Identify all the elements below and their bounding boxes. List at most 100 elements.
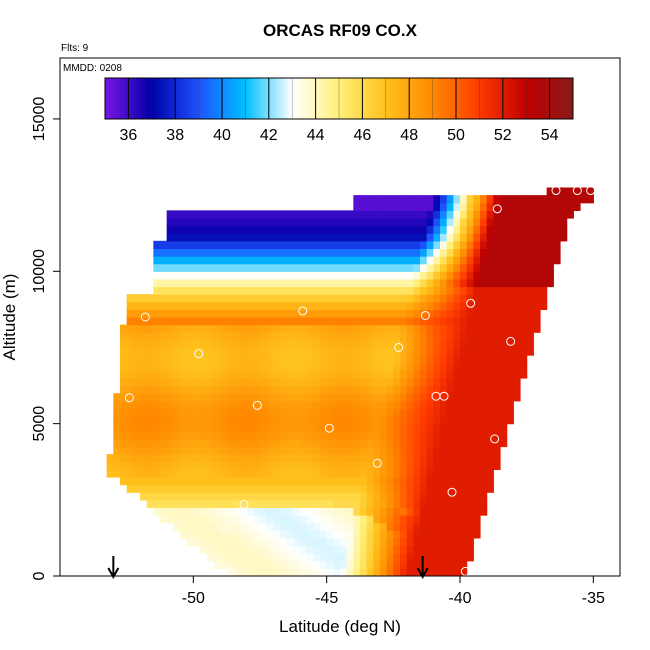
heatmap-cell <box>380 400 388 410</box>
heatmap-cell <box>206 385 214 394</box>
heatmap-cell <box>273 377 281 387</box>
heatmap-cell <box>373 545 381 554</box>
heatmap-cell <box>386 370 394 379</box>
heatmap-cell <box>173 385 181 394</box>
heatmap-cell <box>446 431 454 440</box>
heatmap-cell <box>206 446 214 455</box>
heatmap-cell <box>380 431 388 440</box>
heatmap-cell <box>306 545 314 554</box>
heatmap-cell <box>173 416 181 425</box>
heatmap-cell <box>226 515 234 524</box>
heatmap-cell <box>460 499 468 509</box>
heatmap-cell <box>300 560 308 569</box>
heatmap-cell <box>140 362 148 371</box>
heatmap-cell <box>520 256 528 265</box>
heatmap-cell <box>126 347 134 356</box>
colorbar-tick-label: 40 <box>213 127 231 144</box>
heatmap-cell <box>266 568 274 576</box>
heatmap-cell <box>366 507 374 516</box>
heatmap-cell <box>393 400 401 410</box>
heatmap-cell <box>153 370 161 379</box>
heatmap-cell <box>426 217 434 227</box>
heatmap-cell <box>140 446 148 455</box>
heatmap-cell <box>226 393 234 402</box>
heatmap-cell <box>400 370 408 379</box>
heatmap-cell <box>473 515 481 524</box>
heatmap-cell <box>480 202 488 211</box>
heatmap-cell <box>206 484 214 493</box>
heatmap-cell <box>260 256 268 265</box>
heatmap-cell <box>253 423 261 432</box>
observation-point <box>162 201 172 211</box>
heatmap-cell <box>426 248 434 257</box>
heatmap-cell <box>360 195 368 204</box>
heatmap-cell <box>386 530 394 539</box>
heatmap-cell <box>406 377 414 387</box>
heatmap-cell <box>340 438 348 448</box>
heatmap-cell <box>240 499 248 509</box>
heatmap-cell <box>353 278 361 288</box>
heatmap-cell <box>280 522 288 531</box>
heatmap-cell <box>473 484 481 493</box>
heatmap-cell <box>300 324 308 333</box>
heatmap-cell <box>233 278 241 288</box>
heatmap-cell <box>500 362 508 371</box>
heatmap-cell <box>326 278 334 288</box>
heatmap-cell <box>393 210 401 219</box>
heatmap-cell <box>326 210 334 219</box>
heatmap-cell <box>320 416 328 425</box>
heatmap-cell <box>273 278 281 288</box>
heatmap-cell <box>266 347 274 356</box>
heatmap-cell <box>406 332 414 341</box>
heatmap-cell <box>340 408 348 417</box>
heatmap-cell <box>440 355 448 364</box>
heatmap-cell <box>460 362 468 371</box>
heatmap-cell <box>526 301 534 310</box>
heatmap-cell <box>186 271 194 280</box>
heatmap-cell <box>360 332 368 341</box>
heatmap-cell <box>493 225 501 234</box>
heatmap-cell <box>286 317 294 326</box>
heatmap-cell <box>220 377 228 387</box>
heatmap-cell <box>380 568 388 576</box>
heatmap-cell <box>546 278 554 288</box>
heatmap-cell <box>286 370 294 379</box>
heatmap-cell <box>426 553 434 562</box>
heatmap-cell <box>146 446 154 455</box>
heatmap-cell <box>206 278 214 288</box>
heatmap-cell <box>360 233 368 242</box>
heatmap-cell <box>260 377 268 387</box>
heatmap-cell <box>513 377 521 387</box>
heatmap-cell <box>133 332 141 341</box>
heatmap-cell <box>433 256 441 265</box>
heatmap-cell <box>313 530 321 539</box>
heatmap-cell <box>113 400 121 410</box>
heatmap-cell <box>406 461 414 470</box>
heatmap-cell <box>320 362 328 371</box>
heatmap-cell <box>346 469 354 478</box>
heatmap-cell <box>480 377 488 387</box>
heatmap-cell <box>486 332 494 341</box>
heatmap-cell <box>166 484 174 493</box>
heatmap-cell <box>426 469 434 478</box>
heatmap-cell <box>306 377 314 387</box>
heatmap-cell <box>393 271 401 280</box>
heatmap-cell <box>380 355 388 364</box>
heatmap-cell <box>120 454 128 463</box>
heatmap-cell <box>246 492 254 501</box>
heatmap-cell <box>326 537 334 547</box>
heatmap-cell <box>426 240 434 250</box>
heatmap-cell <box>346 408 354 417</box>
heatmap-cell <box>300 522 308 531</box>
heatmap-cell <box>306 431 314 440</box>
heatmap-cell <box>253 271 261 280</box>
heatmap-cell <box>433 248 441 257</box>
heatmap-cell <box>166 393 174 402</box>
heatmap-cell <box>433 240 441 250</box>
heatmap-cell <box>213 522 221 531</box>
heatmap-cell <box>153 446 161 455</box>
heatmap-cell <box>306 324 314 333</box>
heatmap-cell <box>360 515 368 524</box>
heatmap-cell <box>313 492 321 501</box>
heatmap-cell <box>166 469 174 478</box>
